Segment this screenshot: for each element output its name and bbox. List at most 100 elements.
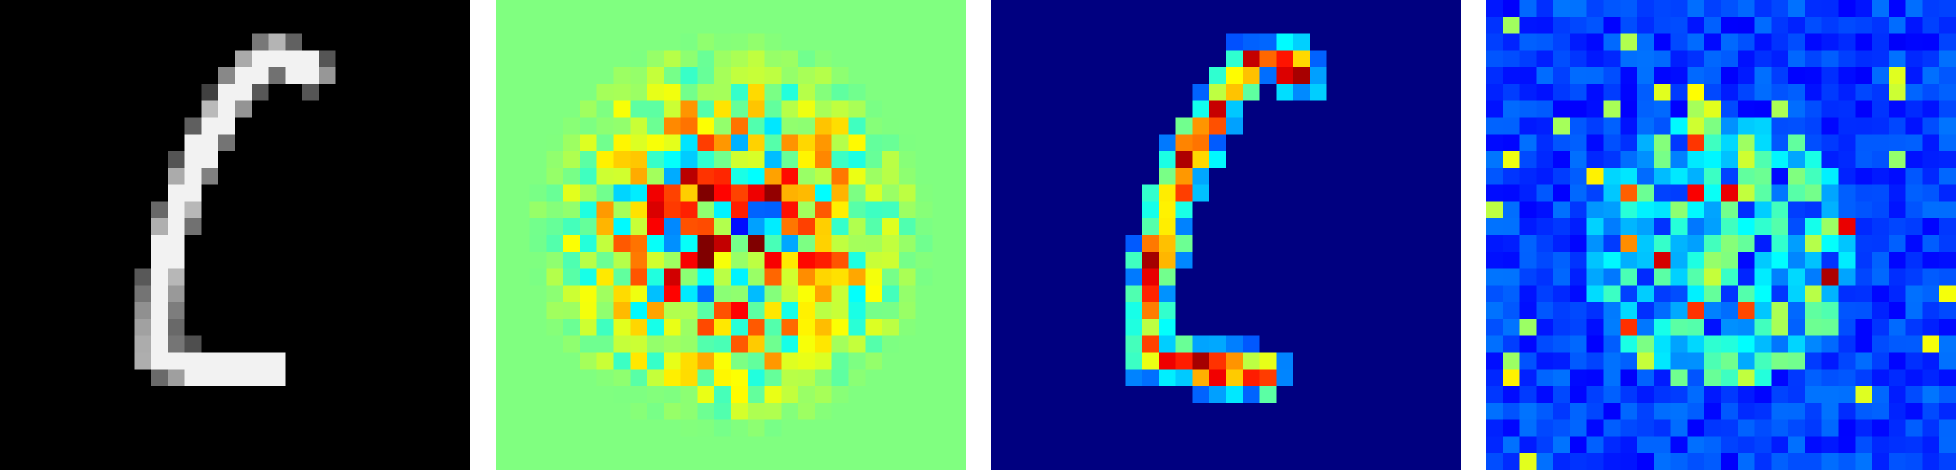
input-digit-pixel	[33, 318, 51, 337]
saliency-map-3-pixel	[1536, 453, 1554, 470]
input-digit-pixel	[167, 218, 185, 236]
input-digit-pixel	[33, 184, 51, 202]
saliency-map-1-pixel	[512, 218, 530, 236]
saliency-map-3-pixel	[1637, 33, 1655, 51]
saliency-map-3-pixel	[1586, 386, 1604, 404]
saliency-map-1-pixel	[496, 50, 514, 68]
saliency-map-3-pixel	[1888, 83, 1906, 102]
input-digit-pixel	[167, 436, 185, 454]
saliency-map-1-pixel	[865, 50, 883, 68]
input-digit-pixel	[201, 16, 219, 34]
saliency-map-1-pixel	[579, 218, 598, 236]
saliency-map-3-pixel	[1486, 285, 1504, 303]
saliency-map-3-pixel	[1687, 335, 1705, 353]
input-digit-pixel	[184, 50, 202, 68]
input-digit-pixel	[352, 302, 370, 320]
saliency-map-3-pixel	[1872, 67, 1890, 85]
saliency-map-2-pixel	[1108, 16, 1126, 34]
saliency-map-2-pixel	[991, 50, 1009, 68]
saliency-map-1-pixel	[747, 184, 765, 202]
saliency-map-2-pixel	[1007, 402, 1025, 420]
saliency-map-3-pixel	[1687, 402, 1705, 420]
saliency-map-2-pixel	[1209, 235, 1227, 253]
saliency-map-1-pixel	[563, 100, 581, 118]
saliency-map-2-pixel	[1360, 436, 1378, 454]
saliency-map-1-pixel	[663, 335, 681, 353]
saliency-map-2-pixel	[1074, 167, 1093, 185]
saliency-map-2-pixel	[1393, 16, 1411, 34]
input-digit-pixel	[117, 83, 135, 102]
saliency-map-1-pixel	[663, 436, 681, 454]
saliency-map-3-pixel	[1905, 83, 1923, 102]
saliency-map-1-pixel	[579, 335, 598, 353]
saliency-map-1-pixel	[764, 134, 782, 152]
saliency-map-3-pixel	[1888, 0, 1906, 18]
saliency-map-3-pixel	[1754, 453, 1772, 470]
saliency-map-2-pixel	[1074, 285, 1093, 303]
saliency-map-3-pixel	[1771, 285, 1789, 303]
input-digit-pixel	[453, 386, 470, 404]
saliency-map-1-pixel	[831, 369, 849, 387]
saliency-map-3-pixel	[1771, 302, 1789, 320]
saliency-map-1-pixel	[596, 0, 614, 18]
saliency-map-3-pixel	[1771, 402, 1789, 420]
saliency-map-1-pixel	[915, 386, 933, 404]
saliency-map-3-pixel	[1553, 151, 1571, 169]
saliency-map-3-pixel	[1670, 386, 1688, 404]
input-digit-pixel	[402, 16, 420, 34]
saliency-map-1-pixel	[932, 218, 950, 236]
saliency-map-2-pixel	[1259, 369, 1277, 387]
input-digit-pixel	[33, 67, 51, 85]
input-digit-pixel	[100, 16, 118, 34]
saliency-map-1-pixel	[579, 318, 598, 337]
input-digit-pixel	[251, 83, 269, 102]
input-digit-pixel	[134, 352, 152, 370]
saliency-map-1-pixel	[630, 402, 648, 420]
input-digit-pixel	[100, 453, 118, 470]
saliency-map-2-pixel	[1024, 402, 1042, 420]
saliency-map-2-pixel	[1259, 318, 1277, 337]
saliency-map-1-pixel	[781, 16, 799, 34]
saliency-map-1-pixel	[579, 134, 598, 152]
saliency-map-1-pixel	[898, 117, 916, 135]
saliency-map-2-pixel	[1074, 0, 1093, 18]
saliency-map-2-pixel	[1175, 386, 1193, 404]
input-digit-pixel	[83, 117, 102, 135]
input-digit-pixel	[436, 235, 454, 253]
saliency-map-3-pixel	[1687, 251, 1705, 269]
saliency-map-3-pixel	[1687, 201, 1705, 219]
saliency-map-3-pixel	[1922, 453, 1940, 470]
saliency-map-1-pixel	[680, 218, 698, 236]
input-digit-pixel	[117, 33, 135, 51]
input-digit-pixel	[117, 268, 135, 286]
saliency-map-1-pixel	[949, 285, 966, 303]
saliency-map-3-pixel	[1569, 50, 1588, 68]
input-digit-pixel	[335, 67, 353, 85]
saliency-map-1-pixel	[932, 201, 950, 219]
saliency-map-1-pixel	[680, 436, 698, 454]
input-digit-pixel	[218, 67, 236, 85]
input-digit-pixel	[302, 184, 320, 202]
saliency-map-3-pixel	[1586, 318, 1604, 337]
saliency-map-3-pixel	[1553, 402, 1571, 420]
saliency-map-2-pixel	[1142, 184, 1160, 202]
input-digit-pixel	[201, 268, 219, 286]
saliency-map-1-pixel	[848, 83, 866, 102]
input-digit-pixel	[436, 0, 454, 18]
saliency-map-1-pixel	[697, 419, 715, 437]
input-digit-pixel	[117, 100, 135, 118]
saliency-map-1-pixel	[798, 285, 816, 303]
saliency-map-3-pixel	[1704, 100, 1722, 118]
saliency-map-2-pixel	[1293, 453, 1311, 470]
input-digit-pixel	[285, 302, 303, 320]
saliency-map-3-pixel	[1838, 369, 1856, 387]
input-digit-pixel	[419, 67, 437, 85]
saliency-map-1-pixel	[546, 117, 564, 135]
input-digit-pixel	[402, 184, 420, 202]
input-digit-pixel	[386, 235, 404, 253]
saliency-map-1-pixel	[915, 100, 933, 118]
saliency-map-3-pixel	[1905, 100, 1923, 118]
input-digit-pixel	[318, 251, 337, 269]
saliency-map-1-pixel	[630, 16, 648, 34]
input-digit-pixel	[436, 268, 454, 286]
